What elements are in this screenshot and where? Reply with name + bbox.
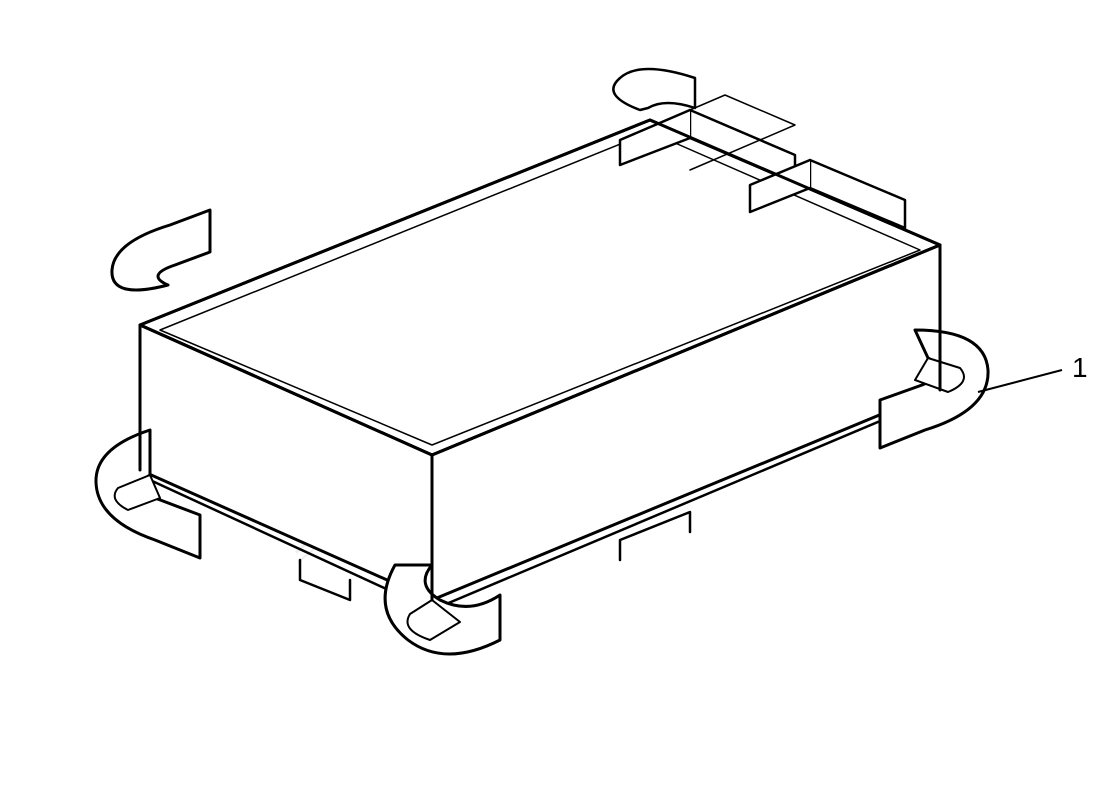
- callout-1-label: 1: [1072, 352, 1088, 384]
- callout-1-leader: [978, 370, 1062, 392]
- diagram-canvas: eurospares a passion for parts since 198…: [0, 0, 1100, 800]
- part-drawing: [0, 0, 1100, 800]
